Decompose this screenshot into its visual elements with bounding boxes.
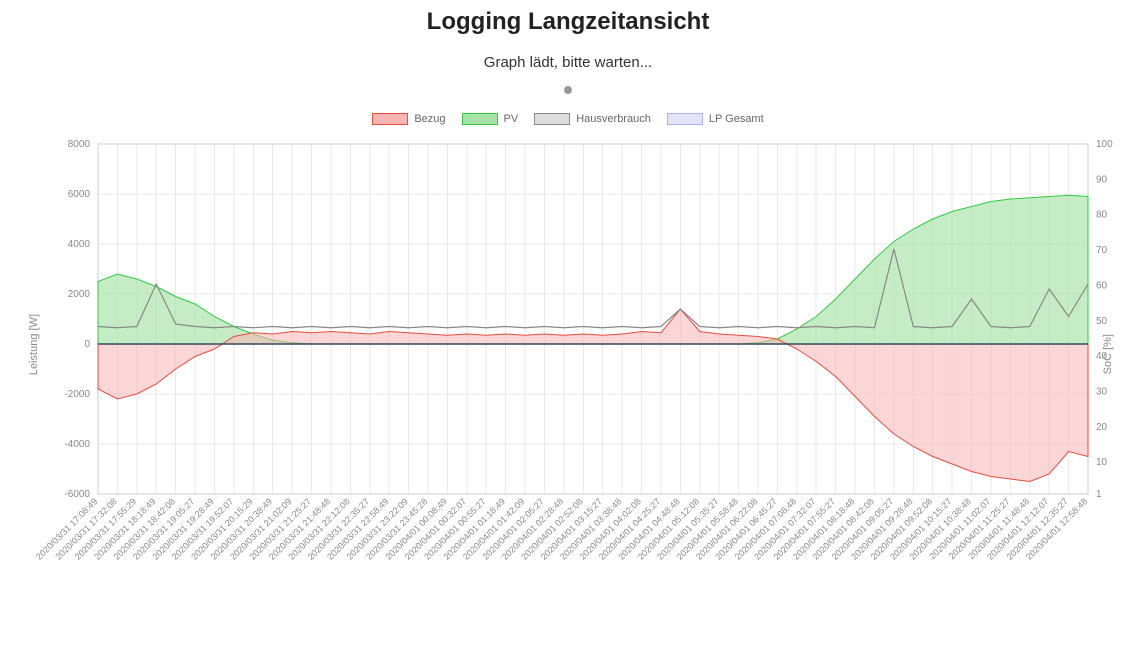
chart-legend: Bezug PV Hausverbrauch LP Gesamt (0, 113, 1136, 128)
ytick-left: 2000 (68, 289, 91, 300)
ytick-right: 100 (1096, 139, 1113, 150)
legend-item-pv[interactable]: PV (462, 113, 519, 125)
ytick-right: 60 (1096, 280, 1108, 291)
ytick-left: 6000 (68, 189, 91, 200)
legend-swatch (534, 113, 570, 125)
y-axis-left-label: Leistung [W] (28, 314, 40, 375)
ytick-right: 30 (1096, 386, 1108, 397)
chart-svg: -6000-4000-20000200040006000800011020304… (0, 134, 1136, 634)
ytick-left: 0 (84, 339, 90, 350)
ytick-right: 80 (1096, 210, 1108, 221)
ytick-left: -2000 (64, 389, 90, 400)
loading-spinner (0, 81, 1136, 99)
legend-label: PV (504, 113, 519, 125)
ytick-right: 1 (1096, 489, 1102, 500)
ytick-left: 8000 (68, 139, 91, 150)
ytick-right: 70 (1096, 245, 1108, 256)
legend-label: Bezug (414, 113, 445, 125)
legend-item-bezug[interactable]: Bezug (372, 113, 445, 125)
legend-label: Hausverbrauch (576, 113, 651, 125)
loading-text: Graph lädt, bitte warten... (0, 54, 1136, 71)
legend-item-hausverbrauch[interactable]: Hausverbrauch (534, 113, 651, 125)
series-pv (98, 195, 1088, 344)
legend-item-lpgesamt[interactable]: LP Gesamt (667, 113, 764, 125)
legend-label: LP Gesamt (709, 113, 764, 125)
legend-swatch (667, 113, 703, 125)
ytick-right: 50 (1096, 316, 1108, 327)
ytick-left: -4000 (64, 439, 90, 450)
ytick-right: 90 (1096, 174, 1108, 185)
legend-swatch (372, 113, 408, 125)
page-title: Logging Langzeitansicht (0, 8, 1136, 36)
y-axis-right-label: SoC [%] (1102, 334, 1114, 374)
ytick-right: 20 (1096, 422, 1108, 433)
legend-swatch (462, 113, 498, 125)
ytick-left: -6000 (64, 489, 90, 500)
ytick-left: 4000 (68, 239, 91, 250)
ytick-right: 10 (1096, 457, 1108, 468)
